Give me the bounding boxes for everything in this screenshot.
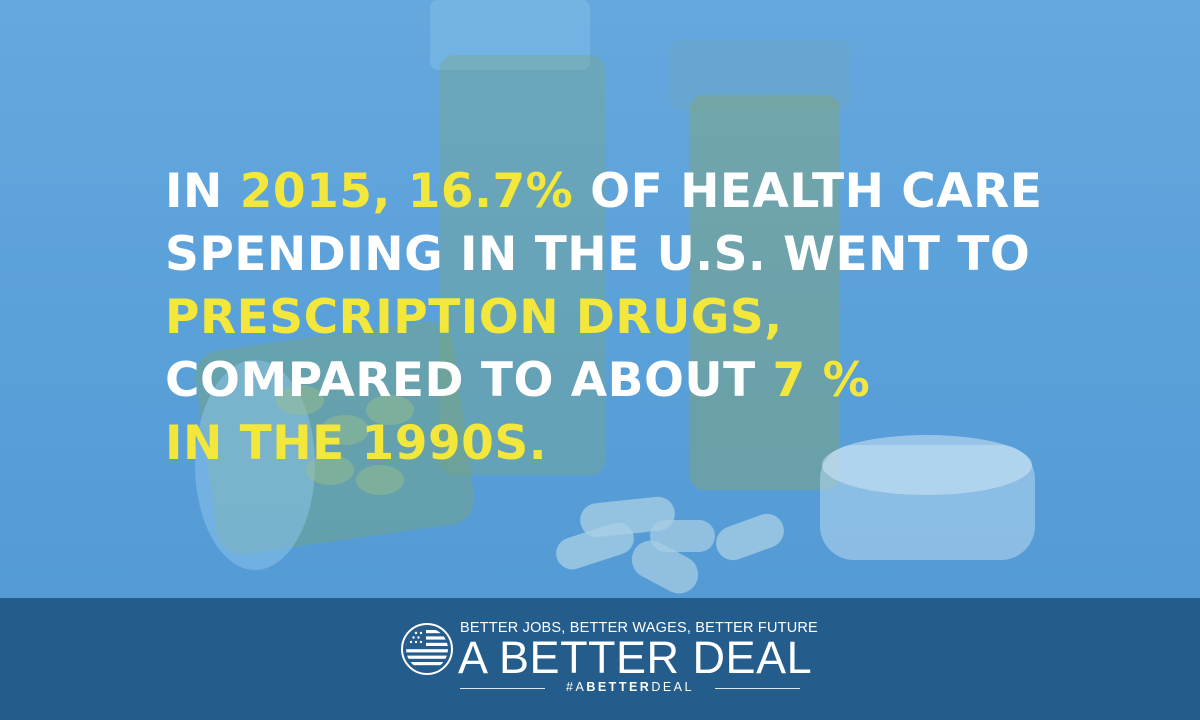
headline-line-4: COMPARED TO ABOUT 7 % [165,349,1155,412]
pill [356,465,404,495]
hashtag-text: #ABETTERDEAL [552,680,708,694]
pill [306,455,354,485]
pill [276,385,324,415]
pill [366,395,414,425]
loose-pill [650,520,715,552]
loose-pill [716,513,784,561]
pill-bottles-illustration [195,0,1035,594]
divider-left [460,688,545,689]
hashtag-prefix: #A [566,680,587,694]
better-deal-logo: BETTER JOBS, BETTER WAGES, BETTER FUTURE… [400,618,818,708]
headline-text: IN [165,164,240,219]
headline-text: COMPARED TO ABOUT [165,353,773,408]
loose-pill [556,522,634,570]
bottle-lying-cap [195,360,315,570]
headline-highlight: 7 % [772,353,871,408]
headline-line-3: PRESCRIPTION DRUGS, [165,286,1155,349]
american-flag-circle-icon [401,623,453,675]
headline-line-5: IN THE 1990S. [165,412,1155,475]
headline-text: OF HEALTH CARE [573,164,1043,219]
bottle-cap-back-right [670,40,850,110]
headline-highlight: PRESCRIPTION DRUGS, [165,290,783,345]
loose-cap-top [822,435,1032,495]
headline-highlight: IN THE 1990S. [165,416,548,471]
hashtag-suffix: DEAL [651,680,694,694]
logo-tagline: BETTER JOBS, BETTER WAGES, BETTER FUTURE [460,620,818,636]
headline-text: SPENDING IN THE U.S. WENT TO [165,227,1031,282]
headline-statistic: IN 2015, 16.7% OF HEALTH CARE SPENDING I… [165,160,1155,475]
divider-right [715,688,800,689]
bottle-back-left [440,55,605,475]
pill-bottles-photo [0,0,1200,598]
bottle-cap-back-left [430,0,590,70]
loose-pill [631,540,699,594]
hashtag-bold: BETTER [586,680,652,694]
footer-bar [0,598,1200,720]
headline-line-1: IN 2015, 16.7% OF HEALTH CARE [165,160,1155,223]
logo-title: A BETTER DEAL [458,632,813,683]
hashtag-row: #ABETTERDEAL [460,680,800,696]
headline-line-2: SPENDING IN THE U.S. WENT TO [165,223,1155,286]
pill [321,415,369,445]
bottle-back-right [690,95,840,490]
headline-highlight: 2015, 16.7% [239,164,574,219]
